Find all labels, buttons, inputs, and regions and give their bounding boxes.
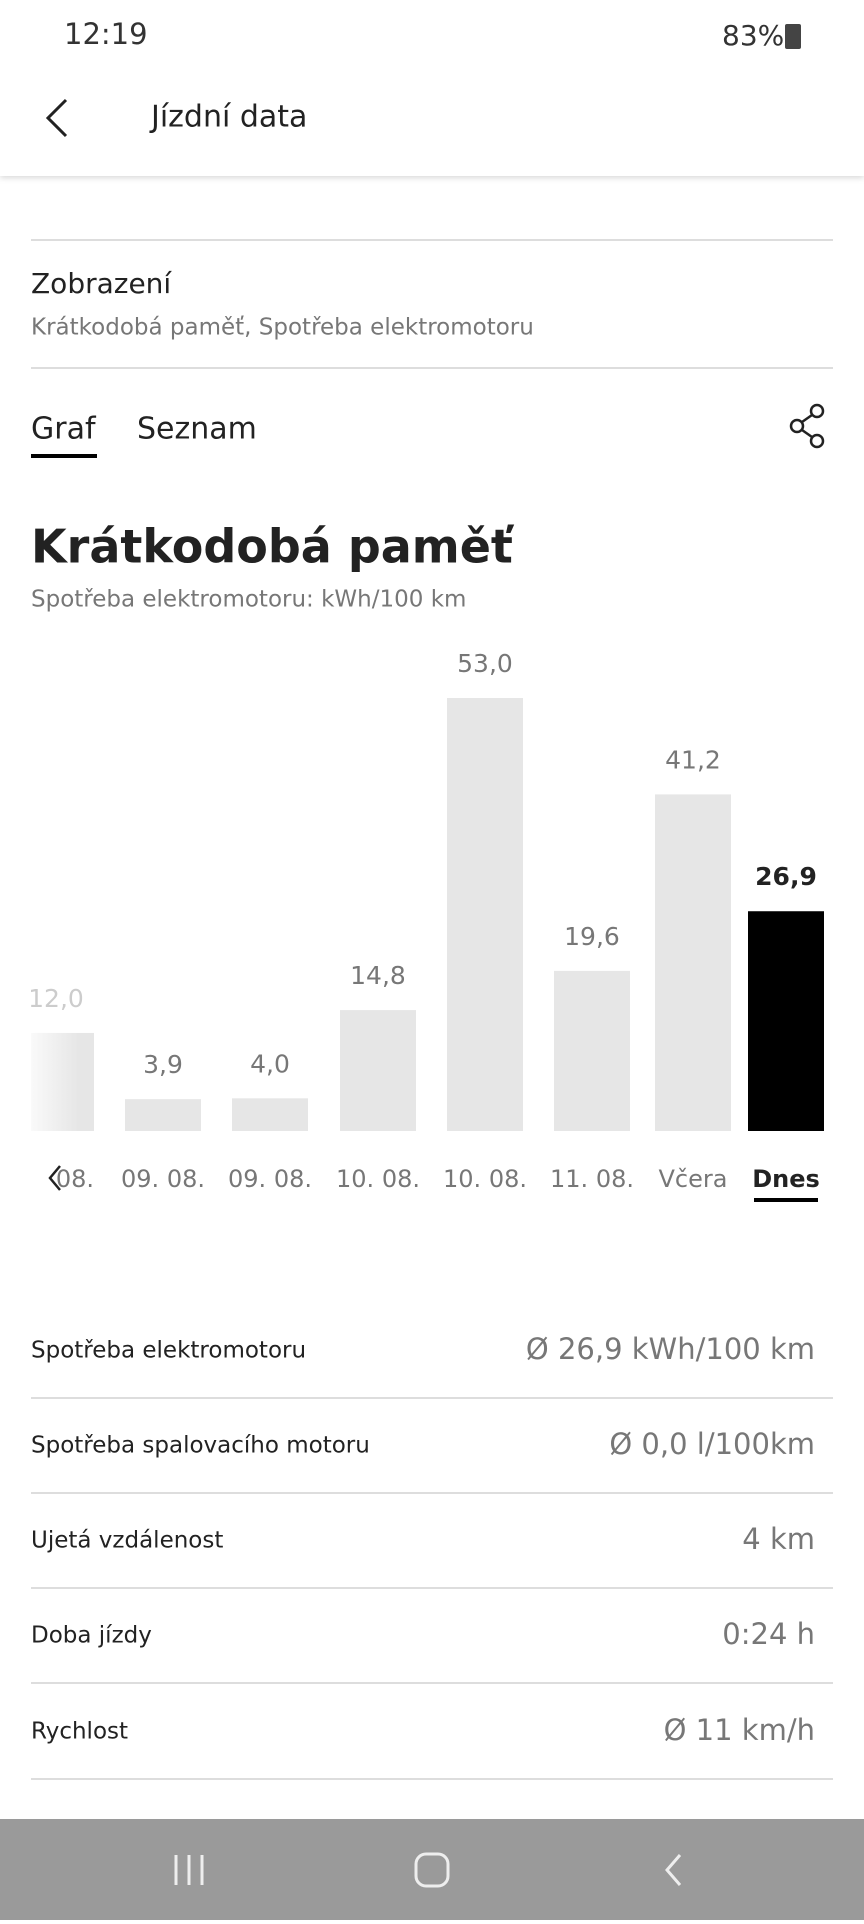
chart-title: Krátkodobá paměť xyxy=(31,520,515,574)
bar xyxy=(31,1032,94,1131)
value-label: 53,0 xyxy=(457,649,513,678)
stat-value: Ø 26,9 kWh/100 km xyxy=(526,1332,815,1366)
stat-label: Doba jízdy xyxy=(31,1623,152,1649)
x-tick-label: 10. 08. xyxy=(336,1165,420,1193)
value-label: 3,9 xyxy=(143,1050,183,1079)
selected-indicator xyxy=(754,1198,818,1202)
stats: Spotřeba elektromotoru Ø 26,9 kWh/100 km S… xyxy=(31,1332,833,1780)
stat-label: Rychlost xyxy=(31,1719,128,1745)
x-tick-label: Dnes xyxy=(752,1165,820,1193)
share-button[interactable] xyxy=(789,403,825,449)
nav-icons[interactable] xyxy=(174,1852,682,1888)
stat-value: Ø 0,0 l/100km xyxy=(609,1427,815,1461)
chart-prev[interactable] xyxy=(48,1165,61,1191)
x-tick-label: 09. 08. xyxy=(121,1165,205,1193)
tab-indicator xyxy=(31,454,97,458)
bar xyxy=(447,698,523,1131)
stat-value: 4 km xyxy=(742,1522,815,1556)
status-time: 12:19 xyxy=(64,17,148,51)
stat-value: Ø 11 km/h xyxy=(664,1713,815,1747)
value-label: 26,9 xyxy=(755,862,817,891)
bar xyxy=(125,1099,201,1131)
bar xyxy=(340,1010,416,1131)
value-label: 4,0 xyxy=(250,1049,290,1078)
x-tick-label: 08. xyxy=(56,1165,94,1193)
chart: 12,0 08. 3,9 09. 08. 4,0 09. 08. 14,8 10. 08. 53… xyxy=(28,649,824,1202)
status-battery: 83% xyxy=(722,19,784,52)
tab-graph[interactable]: Graf xyxy=(31,412,97,447)
x-tick-label: 11. 08. xyxy=(550,1165,634,1193)
tab-list[interactable]: Seznam xyxy=(137,412,257,447)
view-value: Krátkodobá paměť, Spotřeba elektromotoru xyxy=(31,315,534,341)
bar xyxy=(554,970,630,1131)
value-label: 41,2 xyxy=(665,745,721,774)
stat-label: Spotřeba spalovacího motoru xyxy=(31,1433,370,1459)
nav-bar xyxy=(0,1819,864,1920)
chart-subtitle: Spotřeba elektromotoru: kWh/100 km xyxy=(31,587,466,613)
battery-icon xyxy=(785,24,801,49)
x-tick-label: Včera xyxy=(659,1165,728,1193)
app-bar xyxy=(0,0,864,176)
bar xyxy=(232,1098,308,1131)
bar xyxy=(748,911,824,1131)
x-tick-label: 10. 08. xyxy=(443,1165,527,1193)
x-tick-label: 09. 08. xyxy=(228,1165,312,1193)
app-title: Jízdní data xyxy=(149,100,307,135)
back-button[interactable] xyxy=(45,98,68,138)
stat-label: Ujetá vzdálenost xyxy=(31,1528,223,1554)
bar xyxy=(655,794,731,1131)
value-label: 14,8 xyxy=(350,961,406,990)
stat-label: Spotřeba elektromotoru xyxy=(31,1338,306,1364)
value-label: 12,0 xyxy=(28,984,84,1013)
stat-value: 0:24 h xyxy=(722,1617,815,1651)
value-label: 19,6 xyxy=(564,922,620,951)
view-label[interactable]: Zobrazení xyxy=(31,267,172,300)
